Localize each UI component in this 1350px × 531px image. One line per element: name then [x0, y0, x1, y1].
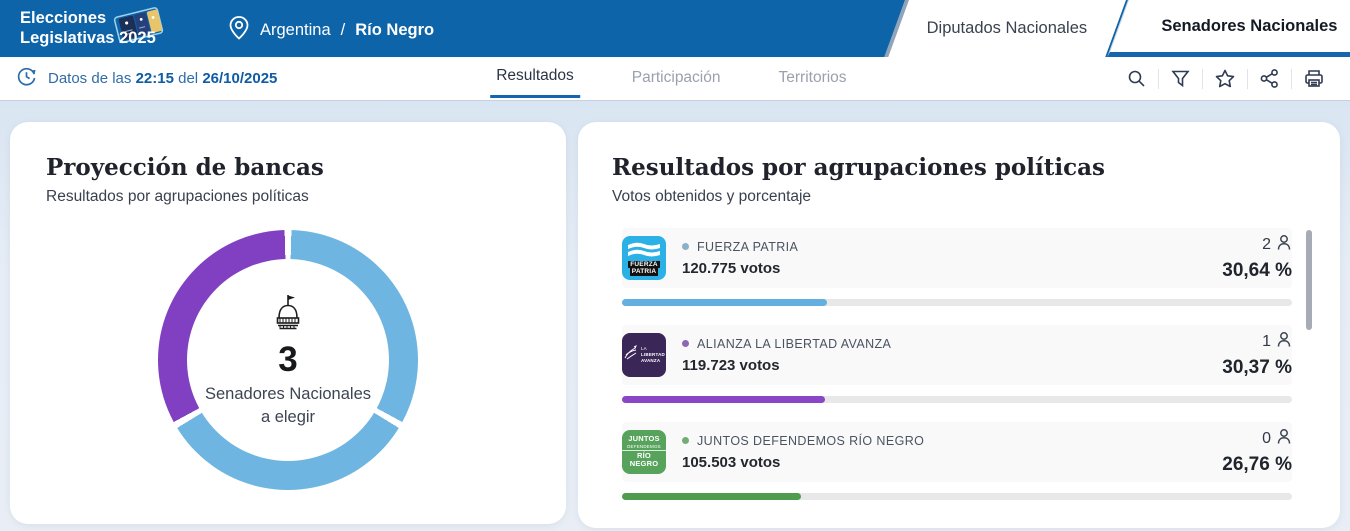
- share-icon[interactable]: [1248, 69, 1291, 88]
- results-card-title: Resultados por agrupaciones políticas: [612, 154, 1105, 181]
- toolbar: [1115, 57, 1336, 100]
- fuerza-patria-logo: FUERZA PATRIA: [622, 236, 666, 280]
- results-card-subtitle: Votos obtenidos y porcentaje: [612, 188, 812, 205]
- party-result-row[interactable]: LA LIBERTAD AVANZA ALIANZA LA LIBERTAD A…: [622, 325, 1292, 403]
- party-seats: 1: [1262, 331, 1292, 353]
- eagle-icon: [623, 344, 639, 367]
- breadcrumb-separator: /: [340, 21, 346, 39]
- tab-participacion[interactable]: Participación: [631, 68, 721, 86]
- libertad-avanza-logo: LA LIBERTAD AVANZA: [622, 333, 666, 377]
- vote-share-bar: [622, 299, 1292, 306]
- data-timestamp: Datos de las 22:15 del 26/10/2025: [16, 57, 277, 100]
- status-prefix: Datos de las: [48, 70, 132, 87]
- top-header: Elecciones Legislativas 2025: [0, 0, 1350, 57]
- status-middle: del: [178, 70, 199, 87]
- party-color-dot: [682, 243, 689, 250]
- party-seats: 0: [1262, 428, 1292, 450]
- status-date: 26/10/2025: [202, 70, 278, 87]
- results-card: Resultados por agrupaciones políticas Vo…: [578, 122, 1340, 528]
- vote-share-bar-fill: [622, 493, 802, 500]
- party-seats: 2: [1262, 234, 1292, 256]
- party-color-dot: [682, 437, 689, 444]
- filter-icon[interactable]: [1159, 69, 1202, 88]
- seats-caption: Senadores Nacionales a elegir: [204, 384, 372, 426]
- juntos-defendemos-logo: JUNTOS DEFENDEMOS RÍO NEGRO: [622, 430, 666, 474]
- party-name: FUERZA PATRIA: [697, 239, 799, 254]
- favorite-icon[interactable]: [1203, 69, 1247, 88]
- tab-diputados-label: Diputados Nacionales: [926, 19, 1088, 37]
- donut-center: 3 Senadores Nacionales a elegir: [187, 259, 389, 461]
- party-result-row[interactable]: FUERZA PATRIA FUERZA PATRIA 120.775 voto…: [622, 228, 1292, 306]
- print-icon[interactable]: [1292, 69, 1336, 88]
- content-area: Proyección de bancas Resultados por agru…: [0, 101, 1350, 531]
- refresh-clock-icon: [16, 66, 37, 91]
- flag-waves-icon: [625, 241, 663, 261]
- ballot-icon: [110, 2, 168, 49]
- list-scrollbar[interactable]: [1306, 230, 1312, 330]
- breadcrumb-region: Río Negro: [355, 21, 435, 39]
- seats-card-title: Proyección de bancas: [46, 154, 324, 181]
- status-time: 22:15: [135, 70, 174, 87]
- seats-projection-card: Proyección de bancas Resultados por agru…: [10, 122, 566, 524]
- search-icon[interactable]: [1115, 69, 1158, 88]
- party-votes: 120.775 votos: [682, 259, 781, 277]
- toolbar-separator: [1247, 68, 1248, 89]
- tab-senadores-label: Senadores Nacionales: [1161, 16, 1339, 35]
- party-votes: 105.503 votos: [682, 453, 781, 471]
- party-result-row[interactable]: JUNTOS DEFENDEMOS RÍO NEGRO JUNTOS DEFEN…: [622, 422, 1292, 500]
- tab-senadores-nacionales[interactable]: Senadores Nacionales: [1107, 0, 1350, 57]
- party-name: JUNTOS DEFENDEMOS RÍO NEGRO: [697, 433, 925, 448]
- location-pin-icon: [228, 15, 250, 46]
- seats-donut-chart[interactable]: 3 Senadores Nacionales a elegir: [158, 230, 418, 490]
- party-percent: 30,37 %: [1222, 357, 1292, 378]
- capitol-icon: [266, 292, 310, 339]
- breadcrumb[interactable]: Argentina / Río Negro: [228, 15, 434, 46]
- party-votes: 119.723 votos: [682, 356, 780, 374]
- person-icon: [1276, 331, 1292, 353]
- person-icon: [1276, 234, 1292, 256]
- toolbar-separator: [1202, 68, 1203, 89]
- party-name: ALIANZA LA LIBERTAD AVANZA: [697, 336, 892, 351]
- sub-header: Datos de las 22:15 del 26/10/2025 Result…: [0, 57, 1350, 101]
- vote-share-bar: [622, 396, 1292, 403]
- tab-diputados-nacionales[interactable]: Diputados Nacionales: [884, 0, 1126, 57]
- tab-resultados[interactable]: Resultados: [490, 57, 580, 98]
- seats-total: 3: [278, 339, 298, 379]
- party-percent: 26,76 %: [1222, 454, 1292, 475]
- party-percent: 30,64 %: [1222, 260, 1292, 281]
- vote-share-bar-fill: [622, 396, 826, 403]
- logo-line-1: Elecciones: [20, 9, 107, 27]
- tab-territorios[interactable]: Territorios: [778, 68, 847, 86]
- toolbar-separator: [1291, 68, 1292, 89]
- party-color-dot: [682, 340, 689, 347]
- logo-line-2: Legislativas 2025: [20, 29, 156, 47]
- vote-share-bar: [622, 493, 1292, 500]
- view-tabs: Resultados Participación Territorios: [490, 57, 852, 100]
- person-icon: [1276, 428, 1292, 450]
- party-results-list: FUERZA PATRIA FUERZA PATRIA 120.775 voto…: [622, 228, 1292, 519]
- seats-card-subtitle: Resultados por agrupaciones políticas: [46, 188, 309, 205]
- toolbar-separator: [1158, 68, 1159, 89]
- site-logo[interactable]: Elecciones Legislativas 2025: [20, 8, 156, 48]
- vote-share-bar-fill: [622, 299, 828, 306]
- breadcrumb-country[interactable]: Argentina: [260, 21, 331, 39]
